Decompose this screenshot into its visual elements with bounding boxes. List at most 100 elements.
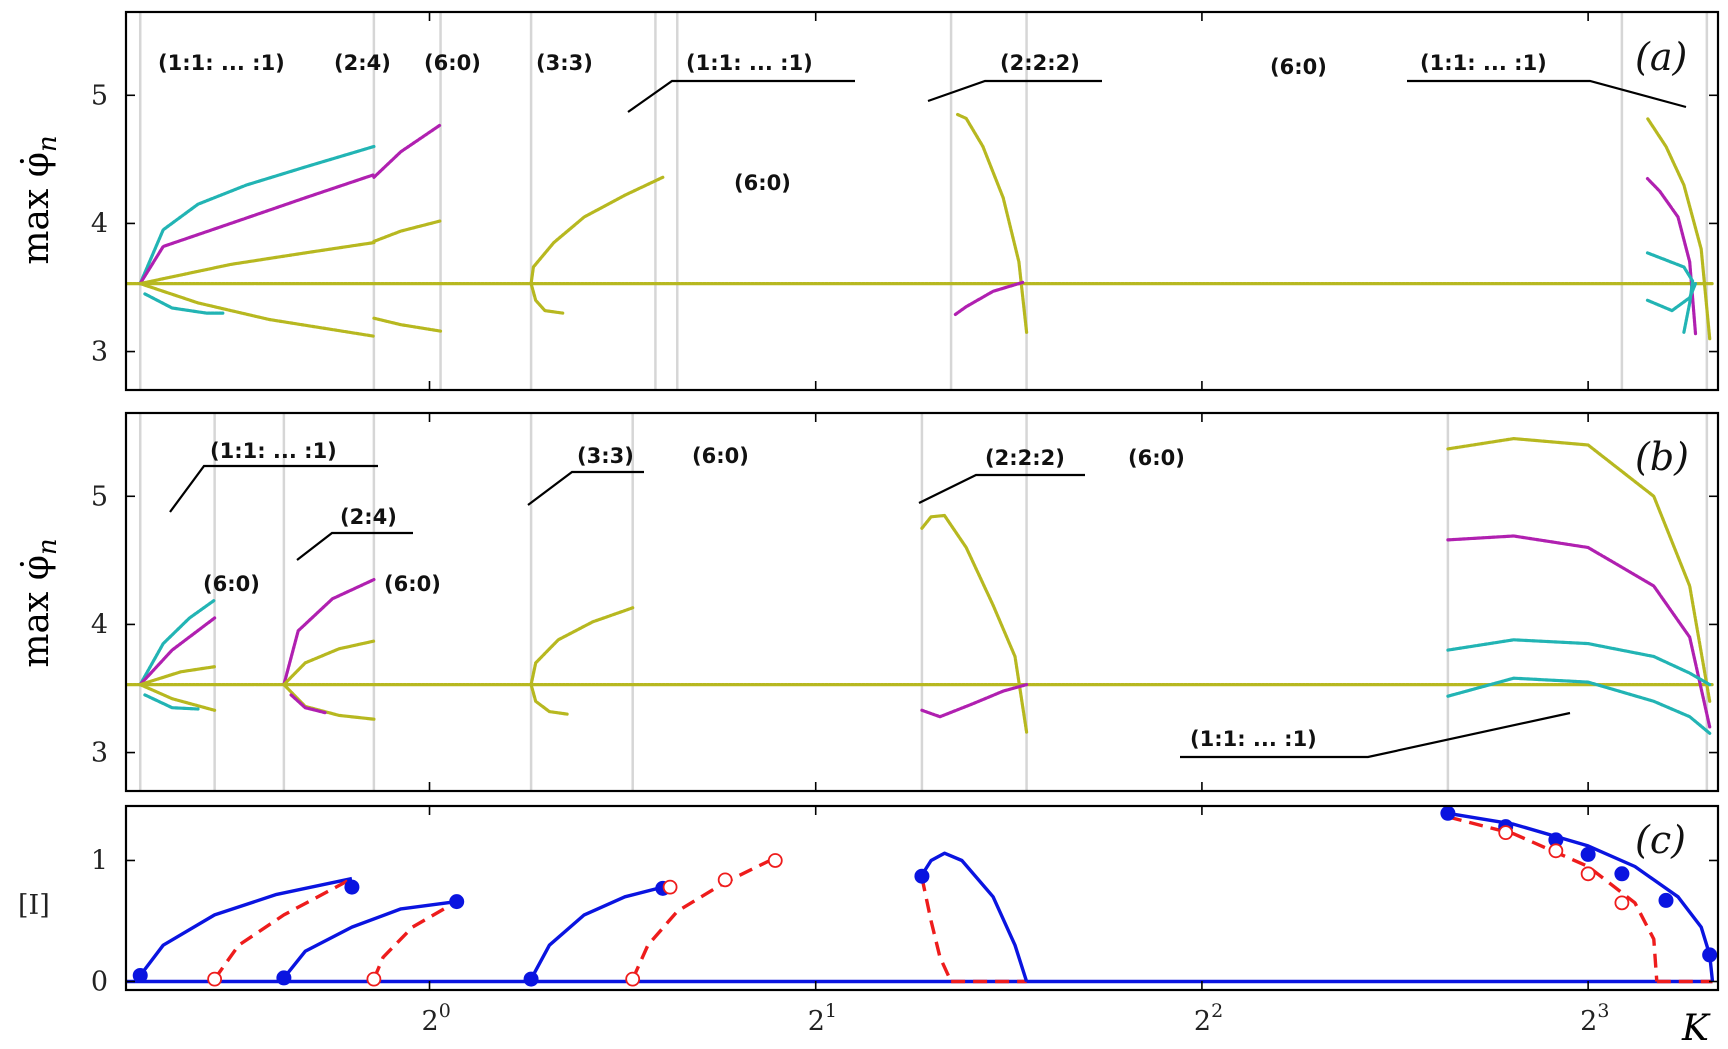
panel-c-stable-point [344, 879, 360, 895]
panel-c-stable-point [1614, 866, 1630, 882]
panel-a-series-2 [138, 173, 376, 286]
panel-b-series-9 [289, 693, 328, 715]
panel-c-xlabel: K [1681, 1008, 1711, 1049]
panel-b-region-label: (2:2:2) [985, 446, 1065, 470]
panel-a-series-9 [529, 175, 665, 286]
panel-b-region-label: (6:0) [692, 444, 749, 468]
panel-c-ytick-label: 1 [91, 845, 108, 876]
panel-b-leader-line [296, 531, 413, 561]
panel-c-branch-unstable [631, 857, 774, 980]
panel-c-unstable-point [625, 971, 641, 987]
panel-c-branch-stable [529, 885, 664, 980]
panel-a-region-label: (6:0) [1270, 55, 1327, 79]
panel-a-series-11 [955, 112, 1029, 334]
panel-a-region-label: (6:0) [424, 51, 481, 75]
panel-b-ticks: 3 4 5 [91, 413, 1718, 791]
panel-b-series-11 [529, 682, 569, 716]
panel-a-region-label: (3:3) [536, 51, 593, 75]
x-tick-label: 23 [1580, 1000, 1609, 1037]
panel-b-region-label: (6:0) [1128, 446, 1185, 470]
panel-a-series-10 [529, 282, 565, 315]
panel-b-region-label: (1:1: ... :1) [1190, 727, 1317, 751]
panel-c-series [126, 811, 1715, 984]
panel-a-series-5 [143, 292, 225, 315]
panel-a-ylabel: max φ̇n [16, 135, 63, 264]
panel-a-region-label: (1:1: ... :1) [158, 51, 285, 75]
panel-c-stable-point [914, 868, 930, 884]
panel-b-tag: (b) [1635, 435, 1689, 479]
panel-c-unstable-point [717, 872, 733, 888]
panel-a-series-7 [372, 219, 443, 243]
panel-b-series-13 [920, 682, 1029, 719]
panel-b-region-label: (6:0) [203, 572, 260, 596]
panel-a: 3 4 5 (a) max φ̇n (1:1: ... :1) (2:4) (6:0… [16, 10, 1720, 392]
panel-c-stable-point [1658, 892, 1674, 908]
panel-c-unstable-point [1580, 866, 1596, 882]
panel-b-series-10 [529, 606, 635, 687]
panel-a-region-label: (1:1: ... :1) [1420, 51, 1547, 75]
panel-a-series-12 [953, 280, 1025, 316]
panel-a-series-6 [372, 123, 443, 179]
panel-c-stable-point [132, 967, 148, 983]
panel-a-ytick-label: 5 [91, 80, 108, 111]
panel-c-unstable-point [207, 971, 223, 987]
panel-b-region-label: (2:4) [340, 505, 397, 529]
panel-c-frame [124, 804, 1720, 992]
panel-a-series-13 [1645, 116, 1712, 341]
panel-a-leader-line [927, 79, 1102, 103]
panel-a-series-4 [138, 282, 376, 338]
panel-c-markers [132, 805, 1718, 987]
panel-b-ytick-label: 4 [91, 609, 108, 640]
panel-c-stable-point [1580, 846, 1596, 862]
panel-b-series-4 [138, 682, 217, 712]
panel-c-stable-point [1548, 832, 1564, 848]
x-tick-label: 21 [808, 1000, 837, 1037]
panel-b-series-3 [138, 665, 217, 687]
panel-c-branch-stable [920, 851, 1029, 983]
panel-c-stable-point [276, 970, 292, 986]
panel-a-frame [124, 10, 1720, 392]
panel-c-unstable-point [1614, 895, 1630, 911]
panel-a-series-3 [138, 241, 376, 286]
panel-c-branch-unstable [920, 877, 953, 983]
panel-a-leader-line [627, 79, 855, 113]
panel-a-region-label: (2:4) [334, 51, 391, 75]
panel-a-region-label: (6:0) [734, 171, 791, 195]
panel-a-region-label: (1:1: ... :1) [686, 51, 813, 75]
panel-b-frame [124, 411, 1720, 793]
panel-b-series-17 [1446, 676, 1712, 735]
panel-a-tag: (a) [1635, 35, 1687, 79]
panel-c-stable-point [523, 971, 539, 987]
panel-b-ylabel: max φ̇n [16, 538, 63, 667]
panel-b-leader-line [527, 470, 644, 506]
x-tick-label: 22 [1194, 1000, 1223, 1037]
panel-c-stable-point [1440, 805, 1456, 821]
panel-b: 3 4 5 (b) max φ̇n (1:1: ... :1) (6:0) (2:4… [16, 411, 1720, 793]
panel-b-series-1 [138, 598, 217, 687]
panel-a-series-16 [1645, 282, 1698, 313]
panel-c-stable-point [449, 894, 465, 910]
panel-b-leader-line [169, 464, 378, 513]
panel-a-series-1 [138, 144, 376, 286]
panel-b-ytick-label: 5 [91, 481, 108, 512]
panel-a-separators [138, 12, 1709, 390]
panel-a-series-15 [1645, 251, 1695, 334]
panel-c-unstable-point [366, 971, 382, 987]
panel-c-unstable-point [1548, 843, 1564, 859]
panel-c-unstable-point [662, 879, 678, 895]
panel-a-series [126, 112, 1715, 341]
panel-b-leader-line [1180, 711, 1571, 759]
panel-b-leader-line [918, 473, 1085, 504]
panel-a-series-8 [372, 316, 443, 333]
panel-a-ytick-label: 4 [91, 208, 108, 239]
panel-c-ytick-label: 0 [91, 967, 108, 998]
panel-c-branch-unstable [372, 900, 458, 980]
panel-b-series [126, 437, 1715, 735]
panel-c: 0 1 20 21 22 23 (c) [I] K [18, 804, 1720, 1049]
panel-c-unstable-point [767, 853, 783, 868]
panel-b-series-5 [143, 693, 200, 711]
panel-a-leader-line [1407, 79, 1687, 109]
panel-b-region-label: (3:3) [577, 444, 634, 468]
panel-a-ytick-label: 3 [91, 337, 108, 368]
panel-b-region-label: (1:1: ... :1) [210, 439, 337, 463]
